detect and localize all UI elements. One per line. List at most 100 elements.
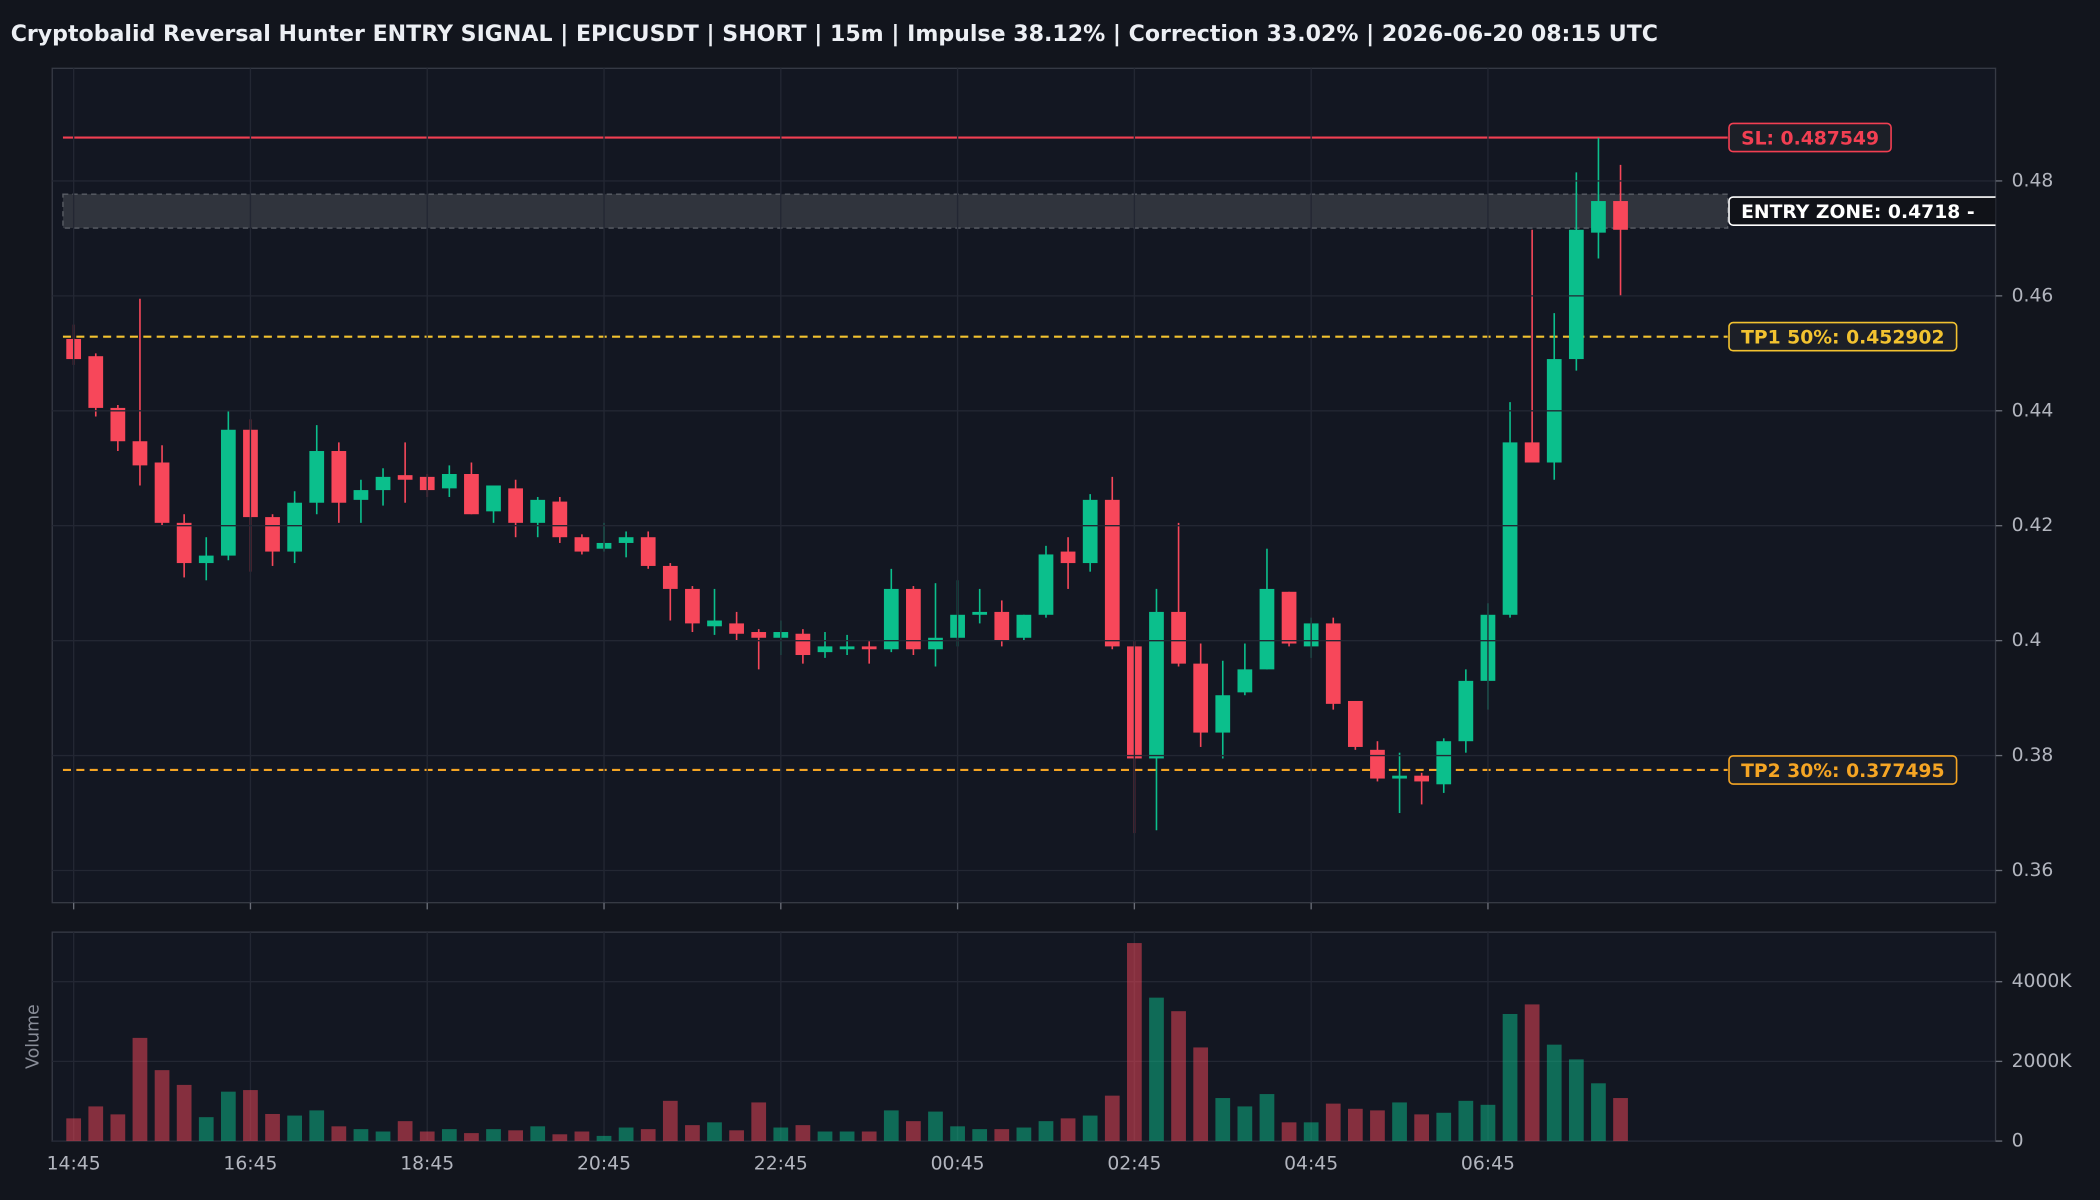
volume-bar <box>839 1131 855 1142</box>
volume-bar <box>773 1127 789 1142</box>
y-tick-label: 0.36 <box>2012 860 2054 881</box>
candle-body <box>1082 499 1098 564</box>
volume-bar <box>176 1084 192 1142</box>
candle-body <box>464 473 479 515</box>
candle-body <box>1568 229 1584 360</box>
volume-bar <box>375 1131 391 1142</box>
candle-body <box>552 501 568 538</box>
y2-axis-label: Volume <box>23 1004 43 1069</box>
candle-body <box>508 488 523 523</box>
x-tick-label: 16:45 <box>223 1153 277 1174</box>
x-tick-label: 06:45 <box>1461 1153 1515 1174</box>
candle-body <box>817 646 833 653</box>
candle-body <box>1458 680 1474 742</box>
volume-bar <box>265 1113 280 1142</box>
candle-body <box>1325 623 1341 704</box>
volume-bar <box>994 1129 1010 1142</box>
volume-bar <box>596 1135 612 1142</box>
y-tick-label: 0.44 <box>2012 400 2054 421</box>
candle-body <box>685 588 700 624</box>
volume-bar <box>154 1070 170 1142</box>
volume-bar <box>198 1117 214 1142</box>
plot-area <box>62 136 1729 834</box>
volume-panel <box>51 931 1997 1142</box>
y2-tick-label: 2000K <box>2012 1051 2073 1072</box>
candle-body <box>972 611 988 615</box>
candle-body <box>1370 749 1385 779</box>
level-label-text: TP2 30%: 0.377495 <box>1741 761 1944 782</box>
volume-bar <box>883 1110 899 1142</box>
candle-body <box>1524 442 1540 463</box>
candle-body <box>662 565 678 589</box>
candle-body <box>198 555 214 564</box>
candle-body <box>640 537 656 566</box>
x-tick-label: 04:45 <box>1284 1153 1338 1174</box>
level-label-box <box>1728 122 1892 153</box>
y-tick-label: 0.42 <box>2012 515 2054 536</box>
candle-body <box>1414 775 1430 782</box>
volume-bar <box>1502 1013 1518 1142</box>
volume-bar <box>928 1111 943 1142</box>
chart-title: Cryptobalid Reversal Hunter ENTRY SIGNAL… <box>11 21 1658 47</box>
volume-bar <box>685 1125 700 1142</box>
volume-bar <box>1414 1114 1430 1142</box>
volume-bar <box>1281 1122 1297 1142</box>
volume-bar <box>1325 1103 1341 1142</box>
candle-body <box>1237 669 1253 693</box>
y-tick-label: 0.4 <box>2012 630 2042 651</box>
candle-body <box>795 633 811 656</box>
volume-bar <box>1303 1122 1319 1142</box>
x-tick-label: 18:45 <box>400 1153 454 1174</box>
volume-bar <box>795 1125 811 1142</box>
volume-bar <box>353 1129 369 1142</box>
candle-body <box>353 490 369 500</box>
volume-bar <box>552 1134 568 1142</box>
level-label: TP2 30%: 0.377495 <box>1728 755 1958 785</box>
candle-body <box>994 611 1010 641</box>
candle-body <box>220 429 236 556</box>
volume-bar <box>1546 1044 1562 1142</box>
level-label-text: TP1 50%: 0.452902 <box>1741 327 1944 348</box>
volume-bar <box>508 1130 523 1142</box>
candle-body <box>375 476 391 491</box>
candle-body <box>1060 551 1076 564</box>
volume-bar <box>1149 997 1164 1142</box>
volume-bar <box>751 1102 767 1142</box>
candle-body <box>839 646 855 650</box>
volume-bar <box>1016 1127 1032 1142</box>
y-tick-label: 0.38 <box>2012 745 2054 766</box>
candle-body <box>309 451 325 503</box>
candle-body <box>441 473 457 489</box>
candle-body <box>287 502 303 552</box>
volume-bar <box>950 1126 965 1142</box>
volume-bar <box>1480 1104 1496 1142</box>
volume-bar <box>707 1122 722 1142</box>
volume-bar <box>662 1100 678 1142</box>
y-tick-label: 0.48 <box>2012 170 2054 191</box>
volume-bar <box>1104 1095 1120 1142</box>
volume-bar <box>66 1118 82 1142</box>
volume-bar <box>972 1129 988 1142</box>
candle-body <box>530 499 546 523</box>
candle-body <box>397 475 413 480</box>
volume-bar <box>1038 1121 1054 1142</box>
volume-bar <box>729 1130 744 1142</box>
candle-body <box>486 485 501 512</box>
volume-bar <box>906 1121 921 1142</box>
volume-bar <box>640 1129 656 1142</box>
volume-bar <box>88 1106 104 1142</box>
volume-bar <box>1524 1004 1540 1142</box>
candle-body <box>1171 611 1186 664</box>
volume-bar <box>1215 1098 1231 1142</box>
volume-bar <box>243 1090 258 1142</box>
volume-bar <box>1436 1112 1452 1142</box>
volume-bar <box>1458 1100 1474 1142</box>
volume-bar <box>1392 1102 1407 1142</box>
volume-bar <box>1613 1098 1628 1142</box>
candle-body <box>618 537 634 543</box>
volume-bar <box>1082 1115 1098 1142</box>
volume-bar <box>441 1129 457 1142</box>
candle-body <box>1038 554 1054 615</box>
level-label: TP1 50%: 0.452902 <box>1728 321 1958 352</box>
